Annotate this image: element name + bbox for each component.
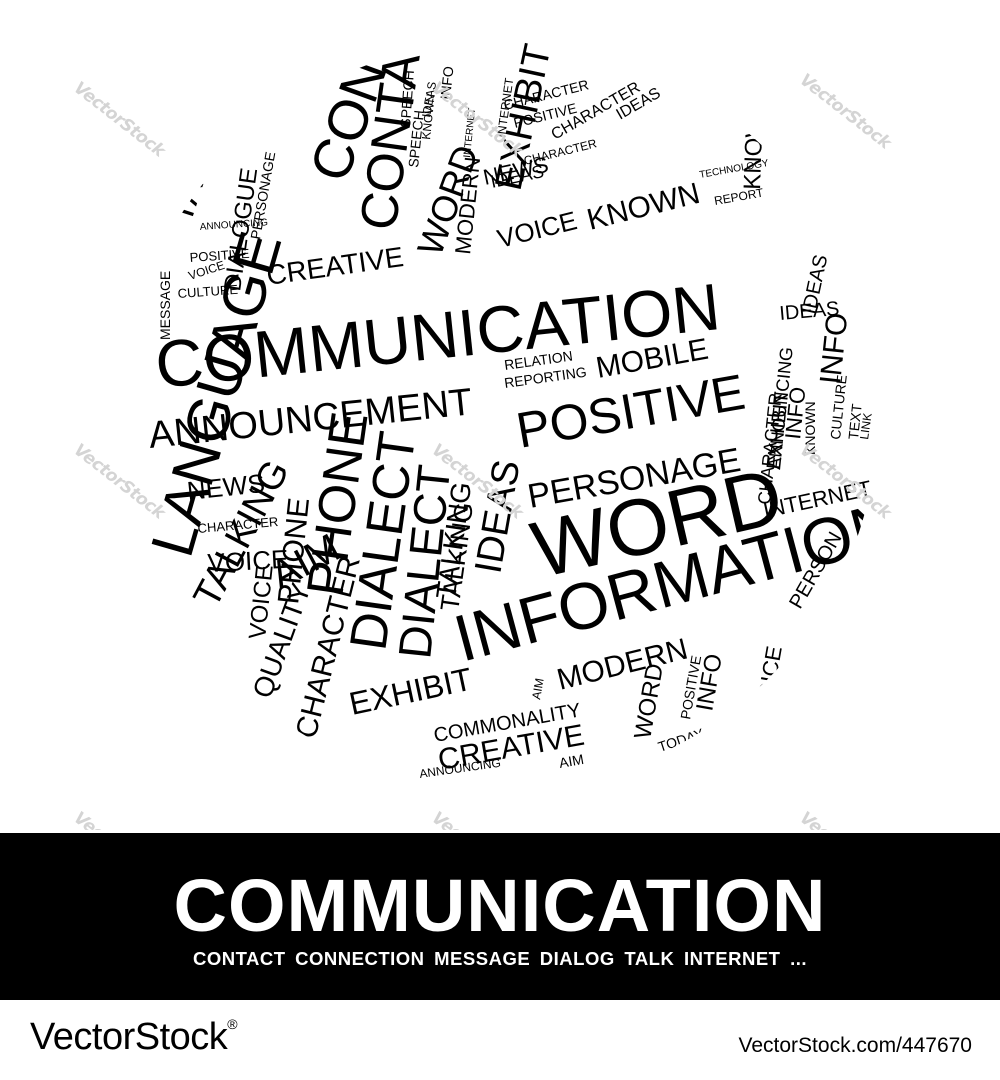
title-banner: COMMUNICATION CONTACT CONNECTION MESSAGE… (0, 833, 1000, 1000)
globe-word: KNOWN (802, 401, 818, 455)
globe-word: INFO (814, 311, 854, 386)
globe-word: CULTURE (177, 282, 239, 301)
footer-brand-text: VectorStock (30, 1016, 228, 1058)
globe-word: SPEECH (405, 109, 427, 168)
footer-brand-logo: VectorStock® (30, 1016, 238, 1059)
globe-word: KNOWN (739, 97, 769, 190)
globe-word: ANNOUNCING (199, 217, 268, 233)
globe-word: KNOWN (419, 93, 438, 140)
registered-mark: ® (227, 1016, 238, 1032)
globe-word: AIM (558, 751, 585, 771)
globe-word: MESSAGE (157, 271, 173, 340)
globe-word: POSITIVE (189, 246, 250, 265)
footer-image-id: VectorStock.com/447670 (738, 1034, 972, 1057)
globe-word: IDEAS (779, 298, 841, 325)
artwork-area: COMMUNICATION ANNOUNCEMENT INFORMATION WORD… (69, 41, 895, 830)
globe-word: CULTURE (827, 374, 850, 440)
globe-word: CHARACTER (197, 514, 279, 536)
banner-title: COMMUNICATION (173, 864, 827, 947)
globe-word: INFO (437, 65, 456, 100)
globe-outline (122, 41, 878, 789)
globe-word: INTERNET (462, 107, 478, 158)
word-globe: COMMUNICATIONANNOUNCEMENTINFORMATIONWORD… (122, 41, 878, 789)
banner-subtitle: CONTACT CONNECTION MESSAGE DIALOG TALK I… (192, 948, 808, 969)
globe-word: AIM (529, 677, 546, 700)
footer-bar: VectorStock® VectorStock.com/447670 (0, 1000, 1000, 1080)
globe-word: INFO (780, 386, 810, 441)
globe-word: SPEECH (397, 70, 417, 129)
globe-word: TEXT (845, 403, 865, 441)
globe-word: VOICE (207, 544, 289, 578)
globe-word: LINK (857, 412, 875, 440)
globe-word: IDEAS (419, 81, 439, 119)
